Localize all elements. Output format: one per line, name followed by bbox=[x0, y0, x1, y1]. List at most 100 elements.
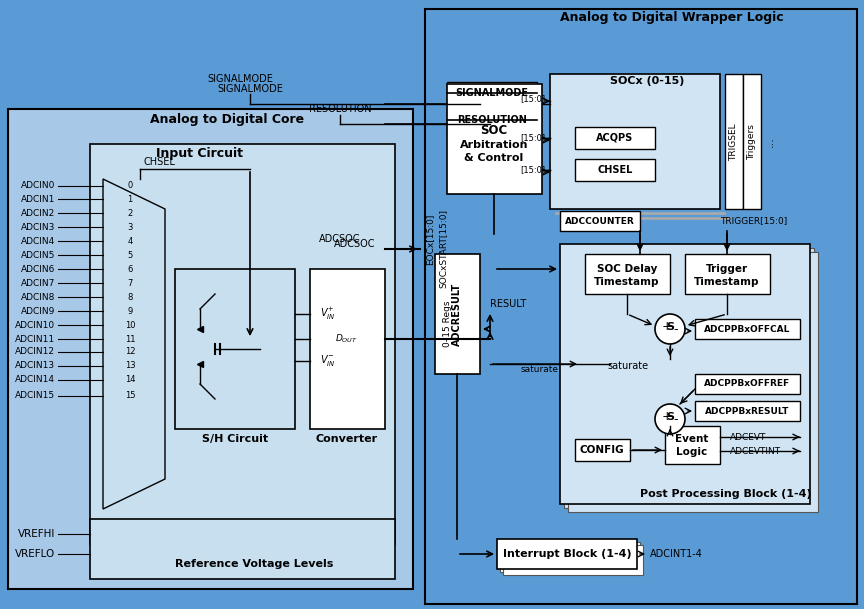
Text: $V_{IN}^{+}$: $V_{IN}^{+}$ bbox=[320, 306, 335, 322]
Bar bbox=[497, 539, 637, 569]
Text: ADCIN15: ADCIN15 bbox=[15, 392, 55, 401]
Text: ADCPPBxOFFREF: ADCPPBxOFFREF bbox=[704, 379, 790, 389]
Text: ADCINT1-4: ADCINT1-4 bbox=[650, 549, 703, 559]
Text: ADCIN5: ADCIN5 bbox=[21, 250, 55, 259]
Text: ADCIN11: ADCIN11 bbox=[15, 334, 55, 343]
Text: ADCIN3: ADCIN3 bbox=[21, 222, 55, 231]
Bar bbox=[8, 109, 413, 589]
Text: ADCIN6: ADCIN6 bbox=[21, 264, 55, 273]
Text: Input Circuit: Input Circuit bbox=[156, 147, 244, 161]
Text: 0: 0 bbox=[127, 181, 133, 191]
Text: 2: 2 bbox=[127, 208, 133, 217]
Text: ADCIN9: ADCIN9 bbox=[21, 306, 55, 315]
Text: saturate: saturate bbox=[607, 361, 649, 371]
Text: SIGNALMODE: SIGNALMODE bbox=[207, 74, 273, 84]
Bar bbox=[447, 84, 542, 194]
Text: S/H Circuit: S/H Circuit bbox=[202, 434, 268, 444]
Text: Analog to Digital Core: Analog to Digital Core bbox=[150, 113, 304, 125]
Bar bbox=[90, 144, 395, 544]
Text: ADCEVT: ADCEVT bbox=[730, 432, 766, 442]
Text: ADCIN12: ADCIN12 bbox=[15, 348, 55, 356]
Bar bbox=[447, 109, 537, 131]
Text: S: S bbox=[666, 322, 674, 332]
Bar bbox=[575, 159, 655, 181]
Text: 0–15 Regs: 0–15 Regs bbox=[443, 301, 453, 347]
Text: & Control: & Control bbox=[464, 153, 524, 163]
Text: SOCx (0-15): SOCx (0-15) bbox=[610, 76, 684, 86]
Text: $D_{OUT}$: $D_{OUT}$ bbox=[335, 333, 358, 345]
Text: 10: 10 bbox=[124, 320, 136, 329]
Text: ADCIN4: ADCIN4 bbox=[21, 236, 55, 245]
Bar bbox=[564, 248, 814, 508]
Bar bbox=[695, 319, 800, 339]
Text: TRIGSEL: TRIGSEL bbox=[729, 123, 739, 161]
Text: Logic: Logic bbox=[677, 447, 708, 457]
Bar bbox=[575, 127, 655, 149]
Text: saturate: saturate bbox=[521, 365, 559, 373]
Text: SOC Delay: SOC Delay bbox=[597, 264, 658, 274]
Text: 13: 13 bbox=[124, 362, 136, 370]
Text: Arbitration: Arbitration bbox=[460, 140, 528, 150]
Text: ADCIN8: ADCIN8 bbox=[21, 292, 55, 301]
Text: 11: 11 bbox=[124, 334, 136, 343]
Text: 8: 8 bbox=[127, 292, 133, 301]
Text: 3: 3 bbox=[127, 222, 133, 231]
Text: ADCPPBxOFFCAL: ADCPPBxOFFCAL bbox=[704, 325, 791, 334]
Bar bbox=[560, 211, 640, 231]
Text: SIGNALMODE: SIGNALMODE bbox=[455, 88, 529, 98]
Bar bbox=[743, 74, 761, 209]
Text: ADCIN0: ADCIN0 bbox=[21, 181, 55, 191]
Text: ADCIN10: ADCIN10 bbox=[15, 320, 55, 329]
Polygon shape bbox=[103, 179, 165, 509]
Text: Timestamp: Timestamp bbox=[695, 277, 759, 287]
Text: ...: ... bbox=[765, 136, 775, 147]
Bar bbox=[560, 217, 730, 219]
Bar bbox=[90, 519, 395, 579]
Text: ADCPPBxRESULT: ADCPPBxRESULT bbox=[705, 406, 789, 415]
Text: $V_{IN}^{-}$: $V_{IN}^{-}$ bbox=[320, 353, 335, 368]
Bar bbox=[447, 82, 537, 104]
Text: CHSEL: CHSEL bbox=[143, 157, 175, 167]
Bar bbox=[503, 545, 643, 575]
Text: CONFIG: CONFIG bbox=[580, 445, 625, 455]
Text: Reference Voltage Levels: Reference Voltage Levels bbox=[175, 559, 334, 569]
Text: 14: 14 bbox=[124, 376, 136, 384]
Bar bbox=[685, 254, 770, 294]
Bar bbox=[568, 252, 818, 512]
Text: Interrupt Block (1-4): Interrupt Block (1-4) bbox=[503, 549, 632, 559]
Text: SOC: SOC bbox=[480, 124, 508, 138]
Text: SOCxSTART[15:0]: SOCxSTART[15:0] bbox=[439, 209, 448, 289]
Bar bbox=[175, 269, 295, 429]
Text: 12: 12 bbox=[124, 348, 136, 356]
Bar bbox=[500, 542, 640, 572]
Text: ADCIN7: ADCIN7 bbox=[21, 278, 55, 287]
Text: RESULT: RESULT bbox=[490, 299, 526, 309]
Text: ADCEVTINT: ADCEVTINT bbox=[730, 446, 781, 456]
Text: ADCIN13: ADCIN13 bbox=[15, 362, 55, 370]
Text: CHSEL: CHSEL bbox=[597, 165, 632, 175]
Text: [15:0]: [15:0] bbox=[520, 94, 545, 104]
Bar bbox=[725, 74, 743, 209]
Text: Event: Event bbox=[676, 434, 708, 444]
Text: ADCSOC: ADCSOC bbox=[334, 239, 376, 249]
Text: ADCSOC: ADCSOC bbox=[320, 234, 361, 244]
Text: RESOLUTION: RESOLUTION bbox=[457, 115, 527, 125]
Text: 15: 15 bbox=[124, 392, 136, 401]
Bar bbox=[585, 254, 670, 294]
Bar bbox=[550, 74, 720, 209]
Text: +: + bbox=[662, 320, 672, 334]
Text: TRIGGER[15:0]: TRIGGER[15:0] bbox=[720, 217, 787, 225]
Text: [15:0]: [15:0] bbox=[520, 133, 545, 143]
Text: Timestamp: Timestamp bbox=[594, 277, 660, 287]
Circle shape bbox=[655, 314, 685, 344]
Text: 1: 1 bbox=[127, 194, 133, 203]
Text: 9: 9 bbox=[127, 306, 133, 315]
Bar bbox=[425, 9, 857, 604]
Bar bbox=[435, 254, 480, 374]
Text: ADCIN14: ADCIN14 bbox=[15, 376, 55, 384]
Bar bbox=[310, 269, 385, 429]
Text: 4: 4 bbox=[127, 236, 133, 245]
Text: 6: 6 bbox=[127, 264, 133, 273]
Circle shape bbox=[655, 404, 685, 434]
Text: Trigger: Trigger bbox=[706, 264, 748, 274]
